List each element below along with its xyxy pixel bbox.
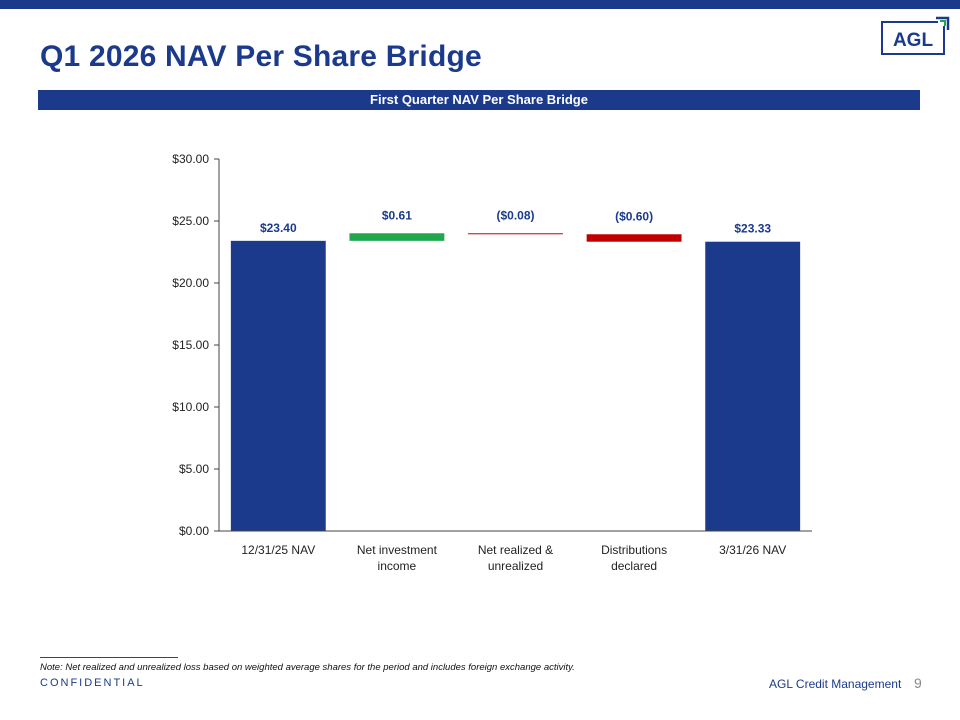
company-logo: AGL [881, 16, 950, 55]
x-axis: 12/31/25 NAV Net investment income Net real… [219, 530, 812, 573]
bars [230, 233, 801, 531]
y-tick-label: $0.00 [179, 524, 209, 538]
data-label-4: ($0.60) [615, 209, 653, 223]
data-label-3: ($0.08) [496, 208, 534, 222]
nav-bridge-chart: $0.00 $5.00 $10.00 $15.00 $20.00 $25.00 $30.00… [172, 152, 812, 573]
bar-4 [586, 234, 682, 242]
bar-2 [349, 233, 445, 241]
chart-banner: First Quarter NAV Per Share Bridge [38, 90, 920, 110]
bar-5 [705, 241, 801, 531]
confidential-label: CONFIDENTIAL [40, 677, 145, 689]
y-tick-label: $5.00 [179, 462, 209, 476]
data-label-1: $23.40 [260, 221, 297, 235]
data-labels: $23.40 $0.61 ($0.08) ($0.60) $23.33 [260, 208, 771, 235]
footnote: Note: Net realized and unrealized loss b… [40, 662, 575, 673]
data-label-2: $0.61 [382, 208, 412, 222]
y-tick-label: $25.00 [172, 214, 209, 228]
top-accent-bar [0, 0, 960, 9]
page-number: 9 [914, 675, 922, 691]
bar-3 [468, 233, 563, 235]
x-tick-label-4: Distributions declared [601, 543, 667, 573]
x-tick-label-3: Net realized & unrealized [478, 543, 553, 573]
y-tick-label: $20.00 [172, 276, 209, 290]
bar-1 [230, 240, 326, 531]
footnote-divider [40, 657, 178, 658]
x-tick-label-1: 12/31/25 NAV [241, 543, 315, 557]
y-tick-label: $30.00 [172, 152, 209, 166]
x-tick-label-5: 3/31/26 NAV [719, 543, 786, 557]
data-label-5: $23.33 [734, 222, 771, 236]
y-tick-label: $10.00 [172, 400, 209, 414]
y-axis: $0.00 $5.00 $10.00 $15.00 $20.00 $25.00 $30.00 [172, 152, 220, 538]
x-tick-label-2: Net investment income [357, 543, 438, 573]
y-tick-label: $15.00 [172, 338, 209, 352]
company-name: AGL Credit Management [769, 677, 902, 691]
logo-text: AGL [893, 30, 934, 51]
page-title: Q1 2026 NAV Per Share Bridge [40, 40, 482, 73]
